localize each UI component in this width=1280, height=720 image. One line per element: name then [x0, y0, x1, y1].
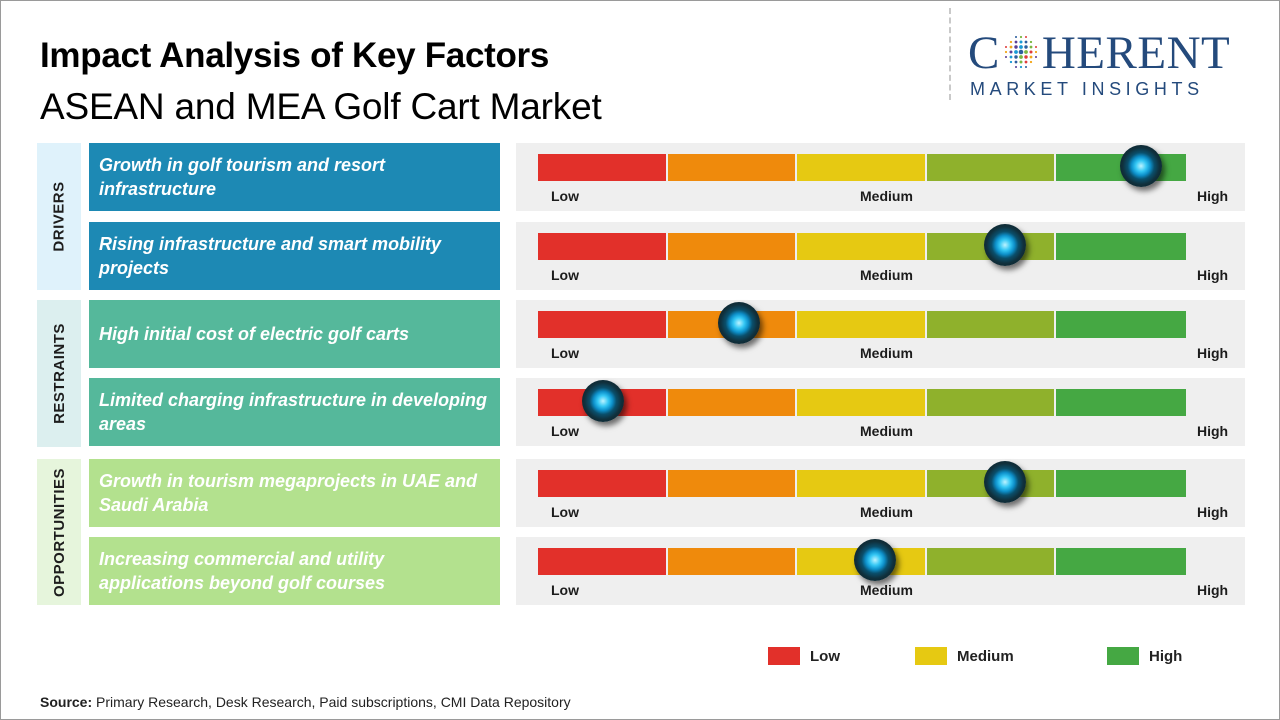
logo-tagline: MARKET INSIGHTS [970, 79, 1204, 99]
source-text: Primary Research, Desk Research, Paid su… [96, 694, 571, 710]
scale-label-medium: Medium [860, 582, 913, 598]
group-label-restraints: RESTRAINTS [37, 300, 81, 447]
impact-gauge-row: Low Medium High [516, 459, 1245, 527]
logo-wordmark: C HERENT [968, 30, 1230, 77]
impact-bar [538, 233, 1186, 260]
legend-label-medium: Medium [957, 647, 1014, 665]
impact-bar-segment [667, 389, 798, 416]
impact-bar-segment [797, 154, 927, 181]
scale-label-medium: Medium [860, 504, 913, 520]
page-subtitle: ASEAN and MEA Golf Cart Market [40, 86, 602, 127]
page-title: Impact Analysis of Key Factors [40, 36, 550, 75]
legend-swatch-medium [915, 647, 947, 665]
scale-label-medium: Medium [860, 188, 913, 204]
source-label: Source: [40, 694, 93, 710]
header-divider [949, 8, 951, 100]
impact-bar-segment [797, 233, 927, 260]
logo-letters-herent: HERENT [1041, 27, 1231, 79]
factor-label: Increasing commercial and utility applic… [89, 537, 500, 605]
impact-indicator-knob [717, 302, 760, 344]
impact-bar-segment [538, 470, 668, 497]
impact-bar-segment [1056, 389, 1186, 416]
legend-item-low: Low [768, 647, 840, 665]
logo-globe-icon [1004, 35, 1037, 69]
impact-bar-segment [797, 311, 927, 338]
impact-bar-segment [797, 470, 927, 497]
impact-gauge-row: Low Medium High [516, 300, 1245, 368]
impact-bar-segment [1056, 548, 1186, 575]
impact-bar [538, 311, 1186, 338]
impact-indicator-knob [983, 224, 1026, 266]
scale-label-high: High [1197, 582, 1229, 598]
scale-label-medium: Medium [860, 345, 913, 361]
scale-label-high: High [1197, 188, 1229, 204]
impact-bar-segment [538, 311, 668, 338]
impact-bar [538, 389, 1186, 416]
factor-label: Growth in golf tourism and resort infras… [89, 143, 500, 211]
scale-label-low: Low [551, 188, 579, 204]
scale-label-low: Low [551, 267, 579, 283]
impact-bar-segment [538, 233, 668, 260]
scale-label-high: High [1197, 267, 1229, 283]
impact-indicator-knob [1119, 145, 1162, 187]
scale-label-medium: Medium [860, 423, 913, 439]
legend-item-high: High [1107, 647, 1182, 665]
impact-bar-segment [667, 154, 798, 181]
impact-bar-segment [1056, 470, 1186, 497]
impact-bar-segment [1056, 233, 1186, 260]
legend-swatch-high [1107, 647, 1139, 665]
factor-label: Rising infrastructure and smart mobility… [89, 222, 500, 290]
impact-bar-segment [926, 311, 1057, 338]
scale-label-low: Low [551, 504, 579, 520]
impact-indicator-knob [581, 380, 624, 422]
scale-label-low: Low [551, 345, 579, 361]
group-name: OPPORTUNITIES [50, 467, 68, 597]
scale-label-high: High [1197, 345, 1229, 361]
impact-gauge-row: Low Medium High [516, 143, 1245, 211]
impact-bar-segment [667, 470, 798, 497]
legend-item-medium: Medium [915, 647, 1014, 665]
impact-gauge-row: Low Medium High [516, 537, 1245, 605]
scale-label-medium: Medium [860, 267, 913, 283]
factor-label: Limited charging infrastructure in devel… [89, 378, 500, 446]
group-name: DRIVERS [50, 181, 68, 252]
impact-bar-segment [1056, 311, 1186, 338]
impact-bar-segment [667, 548, 798, 575]
logo-letter-c: C [968, 27, 1000, 79]
impact-bar [538, 470, 1186, 497]
impact-bar-segment [926, 389, 1057, 416]
source-note: Source: Primary Research, Desk Research,… [40, 694, 571, 710]
company-logo: C HERENT MARKET INSIGHTS [968, 30, 1260, 100]
impact-gauge-row: Low Medium High [516, 378, 1245, 446]
impact-indicator-knob [853, 539, 896, 581]
impact-bar-segment [926, 548, 1057, 575]
group-label-opportunities: OPPORTUNITIES [37, 459, 81, 605]
impact-bar-segment [667, 233, 798, 260]
impact-bar [538, 548, 1186, 575]
scale-label-high: High [1197, 504, 1229, 520]
impact-gauge-row: Low Medium High [516, 222, 1245, 290]
factor-label: Growth in tourism megaprojects in UAE an… [89, 459, 500, 527]
impact-bar [538, 154, 1186, 181]
group-label-drivers: DRIVERS [37, 143, 81, 290]
legend-swatch-low [768, 647, 800, 665]
legend-label-low: Low [810, 647, 840, 665]
scale-label-low: Low [551, 423, 579, 439]
impact-bar-segment [926, 154, 1057, 181]
impact-indicator-knob [983, 461, 1026, 503]
impact-bar-segment [797, 389, 927, 416]
impact-bar-segment [538, 548, 668, 575]
legend-label-high: High [1149, 647, 1183, 665]
scale-label-low: Low [551, 582, 579, 598]
factor-label: High initial cost of electric golf carts [89, 300, 500, 368]
scale-label-high: High [1197, 423, 1229, 439]
impact-bar-segment [538, 154, 668, 181]
group-name: RESTRAINTS [50, 323, 68, 424]
